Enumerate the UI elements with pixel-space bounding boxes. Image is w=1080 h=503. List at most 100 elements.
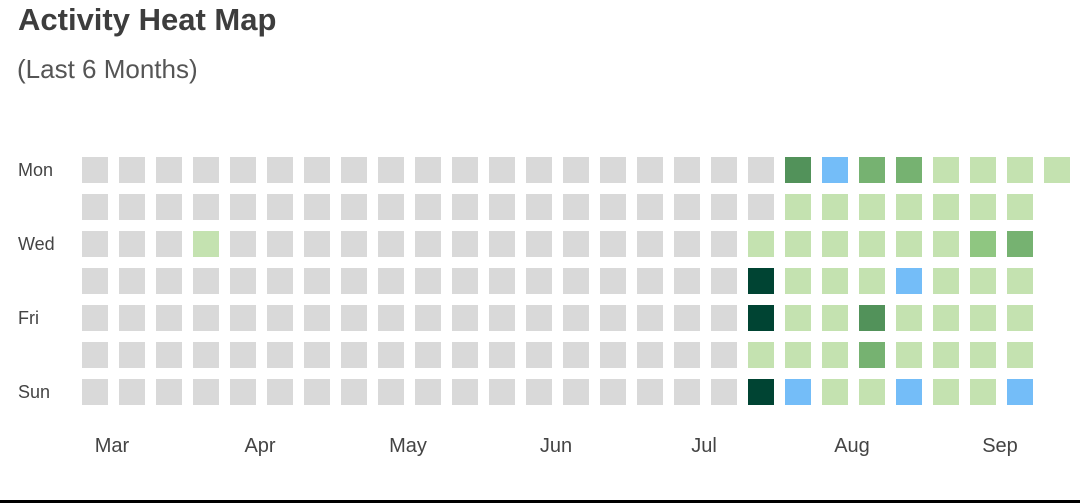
heatmap-cell[interactable] <box>415 231 441 257</box>
heatmap-cell[interactable] <box>711 379 737 405</box>
heatmap-cell[interactable] <box>1007 379 1033 405</box>
heatmap-cell[interactable] <box>119 342 145 368</box>
heatmap-cell[interactable] <box>637 231 663 257</box>
heatmap-cell[interactable] <box>970 342 996 368</box>
heatmap-cell[interactable] <box>193 231 219 257</box>
heatmap-cell[interactable] <box>230 305 256 331</box>
heatmap-cell[interactable] <box>230 379 256 405</box>
heatmap-cell[interactable] <box>785 379 811 405</box>
heatmap-cell[interactable] <box>193 379 219 405</box>
heatmap-cell[interactable] <box>82 342 108 368</box>
heatmap-cell[interactable] <box>452 231 478 257</box>
heatmap-cell[interactable] <box>341 268 367 294</box>
heatmap-cell[interactable] <box>563 268 589 294</box>
heatmap-cell[interactable] <box>415 194 441 220</box>
heatmap-cell[interactable] <box>526 194 552 220</box>
heatmap-cell[interactable] <box>82 379 108 405</box>
heatmap-cell[interactable] <box>785 194 811 220</box>
heatmap-cell[interactable] <box>341 342 367 368</box>
heatmap-cell[interactable] <box>230 157 256 183</box>
heatmap-cell[interactable] <box>230 268 256 294</box>
heatmap-cell[interactable] <box>230 194 256 220</box>
heatmap-cell[interactable] <box>933 157 959 183</box>
heatmap-cell[interactable] <box>896 194 922 220</box>
heatmap-cell[interactable] <box>896 157 922 183</box>
heatmap-cell[interactable] <box>711 342 737 368</box>
heatmap-cell[interactable] <box>748 194 774 220</box>
heatmap-cell[interactable] <box>563 157 589 183</box>
heatmap-cell[interactable] <box>933 379 959 405</box>
heatmap-cell[interactable] <box>896 305 922 331</box>
heatmap-cell[interactable] <box>156 194 182 220</box>
heatmap-cell[interactable] <box>378 268 404 294</box>
heatmap-cell[interactable] <box>267 268 293 294</box>
heatmap-cell[interactable] <box>859 231 885 257</box>
heatmap-cell[interactable] <box>489 379 515 405</box>
heatmap-cell[interactable] <box>230 231 256 257</box>
heatmap-cell[interactable] <box>1007 342 1033 368</box>
heatmap-cell[interactable] <box>378 379 404 405</box>
heatmap-cell[interactable] <box>304 342 330 368</box>
heatmap-cell[interactable] <box>156 268 182 294</box>
heatmap-cell[interactable] <box>563 231 589 257</box>
heatmap-cell[interactable] <box>748 231 774 257</box>
heatmap-cell[interactable] <box>341 231 367 257</box>
heatmap-cell[interactable] <box>378 305 404 331</box>
heatmap-cell[interactable] <box>933 231 959 257</box>
heatmap-cell[interactable] <box>563 379 589 405</box>
heatmap-cell[interactable] <box>711 194 737 220</box>
heatmap-cell[interactable] <box>785 157 811 183</box>
heatmap-cell[interactable] <box>378 194 404 220</box>
heatmap-cell[interactable] <box>933 342 959 368</box>
heatmap-cell[interactable] <box>970 157 996 183</box>
heatmap-cell[interactable] <box>674 194 700 220</box>
heatmap-cell[interactable] <box>785 305 811 331</box>
heatmap-cell[interactable] <box>674 379 700 405</box>
heatmap-cell[interactable] <box>378 231 404 257</box>
heatmap-cell[interactable] <box>193 342 219 368</box>
heatmap-cell[interactable] <box>822 342 848 368</box>
heatmap-cell[interactable] <box>452 194 478 220</box>
heatmap-cell[interactable] <box>452 157 478 183</box>
heatmap-cell[interactable] <box>82 194 108 220</box>
heatmap-cell[interactable] <box>452 342 478 368</box>
heatmap-cell[interactable] <box>674 231 700 257</box>
heatmap-cell[interactable] <box>415 268 441 294</box>
heatmap-cell[interactable] <box>267 194 293 220</box>
heatmap-cell[interactable] <box>563 194 589 220</box>
heatmap-cell[interactable] <box>378 157 404 183</box>
heatmap-cell[interactable] <box>489 268 515 294</box>
heatmap-cell[interactable] <box>267 342 293 368</box>
heatmap-cell[interactable] <box>896 268 922 294</box>
heatmap-cell[interactable] <box>267 157 293 183</box>
heatmap-cell[interactable] <box>526 157 552 183</box>
heatmap-cell[interactable] <box>563 305 589 331</box>
heatmap-cell[interactable] <box>748 268 774 294</box>
heatmap-cell[interactable] <box>785 231 811 257</box>
heatmap-cell[interactable] <box>341 379 367 405</box>
heatmap-cell[interactable] <box>489 194 515 220</box>
heatmap-cell[interactable] <box>896 231 922 257</box>
heatmap-cell[interactable] <box>82 157 108 183</box>
heatmap-cell[interactable] <box>748 305 774 331</box>
heatmap-cell[interactable] <box>637 268 663 294</box>
heatmap-cell[interactable] <box>970 194 996 220</box>
heatmap-cell[interactable] <box>1007 305 1033 331</box>
heatmap-cell[interactable] <box>563 342 589 368</box>
heatmap-cell[interactable] <box>1007 194 1033 220</box>
heatmap-cell[interactable] <box>452 268 478 294</box>
heatmap-cell[interactable] <box>600 305 626 331</box>
heatmap-cell[interactable] <box>267 379 293 405</box>
heatmap-cell[interactable] <box>156 379 182 405</box>
heatmap-cell[interactable] <box>341 157 367 183</box>
heatmap-cell[interactable] <box>304 305 330 331</box>
heatmap-cell[interactable] <box>711 157 737 183</box>
heatmap-cell[interactable] <box>267 231 293 257</box>
heatmap-cell[interactable] <box>1044 157 1070 183</box>
heatmap-cell[interactable] <box>119 268 145 294</box>
heatmap-cell[interactable] <box>156 157 182 183</box>
heatmap-cell[interactable] <box>600 268 626 294</box>
heatmap-cell[interactable] <box>970 268 996 294</box>
heatmap-cell[interactable] <box>711 268 737 294</box>
heatmap-cell[interactable] <box>415 305 441 331</box>
